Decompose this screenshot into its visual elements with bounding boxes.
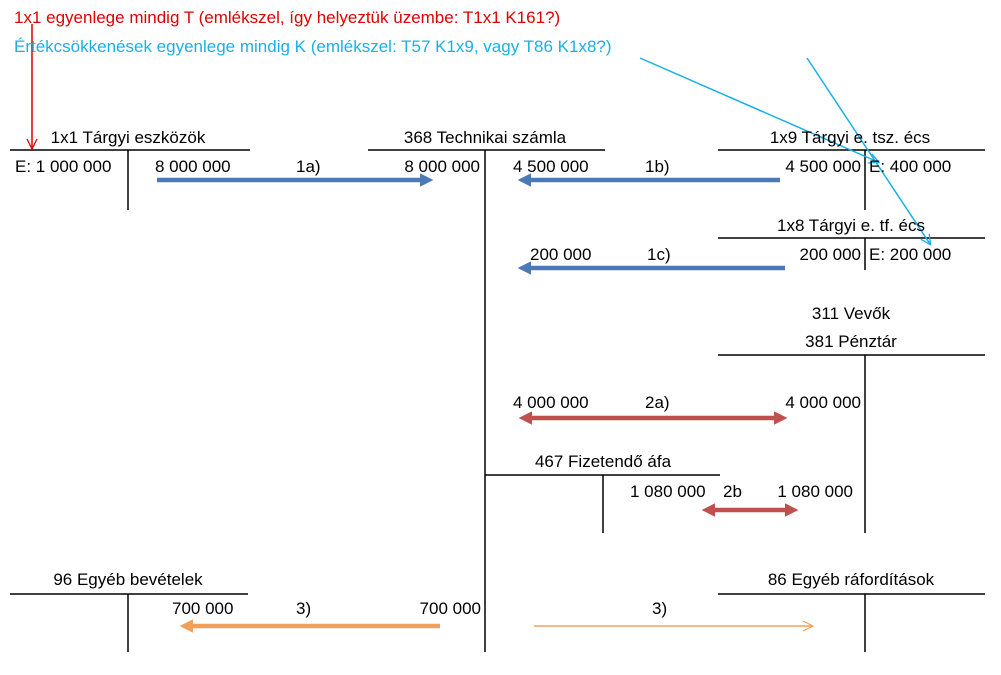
account-title-368: 368 Technikai számla: [403, 128, 567, 147]
step-1a-label: 1a): [296, 157, 321, 176]
amount-368-1c: 200 000: [530, 245, 592, 264]
balance-1x1: E: 1 000 000: [15, 157, 112, 176]
balance-1x9: E: 400 000: [869, 157, 952, 176]
step-3-left-label: 3): [296, 599, 312, 618]
account-title-1x9: 1x9 Tárgyi e. tsz. écs: [769, 128, 931, 147]
account-title-381: 381 Pénztár: [805, 332, 897, 351]
red-note: 1x1 egyenlege mindig T (emlékszel, így h…: [14, 8, 561, 27]
amount-467-2b: 1 080 000: [630, 482, 706, 501]
step-2a-label: 2a): [645, 393, 670, 412]
amount-1x8-1c: 200 000: [799, 245, 861, 264]
account-title-467: 467 Fizetendő áfa: [534, 452, 672, 471]
blue-note: Értékcsökkenések egyenlege mindig K (eml…: [14, 37, 612, 56]
blue-note-pointer-1x9: [639, 57, 878, 162]
amount-1x9-1b: 4 500 000: [785, 157, 861, 176]
step-2b-label: 2b: [723, 482, 742, 501]
step-3-right-label: 3): [652, 599, 668, 618]
step-1b-label: 1b): [645, 157, 670, 176]
blue-note-pointer-1x8: [806, 57, 930, 244]
amount-96-3: 700 000: [172, 599, 234, 618]
amount-368-3: 700 000: [419, 599, 481, 618]
account-title-311: 311 Vevők: [811, 304, 891, 323]
account-title-86: 86 Egyéb ráfordítások: [767, 570, 935, 589]
amount-368-1a: 8 000 000: [404, 157, 480, 176]
account-title-1x1: 1x1 Tárgyi eszközök: [50, 128, 206, 147]
amount-368-2a: 4 000 000: [513, 393, 589, 412]
amount-311-2a: 4 000 000: [785, 393, 861, 412]
account-title-1x8: 1x8 Tárgyi e. tf. écs: [776, 216, 926, 235]
step-1c-label: 1c): [647, 245, 671, 264]
account-title-96: 96 Egyéb bevételek: [53, 570, 203, 589]
amount-1x1-1a: 8 000 000: [155, 157, 231, 176]
amount-368-1b: 4 500 000: [513, 157, 589, 176]
amount-311-2b: 1 080 000: [777, 482, 853, 501]
balance-1x8: E: 200 000: [869, 245, 952, 264]
